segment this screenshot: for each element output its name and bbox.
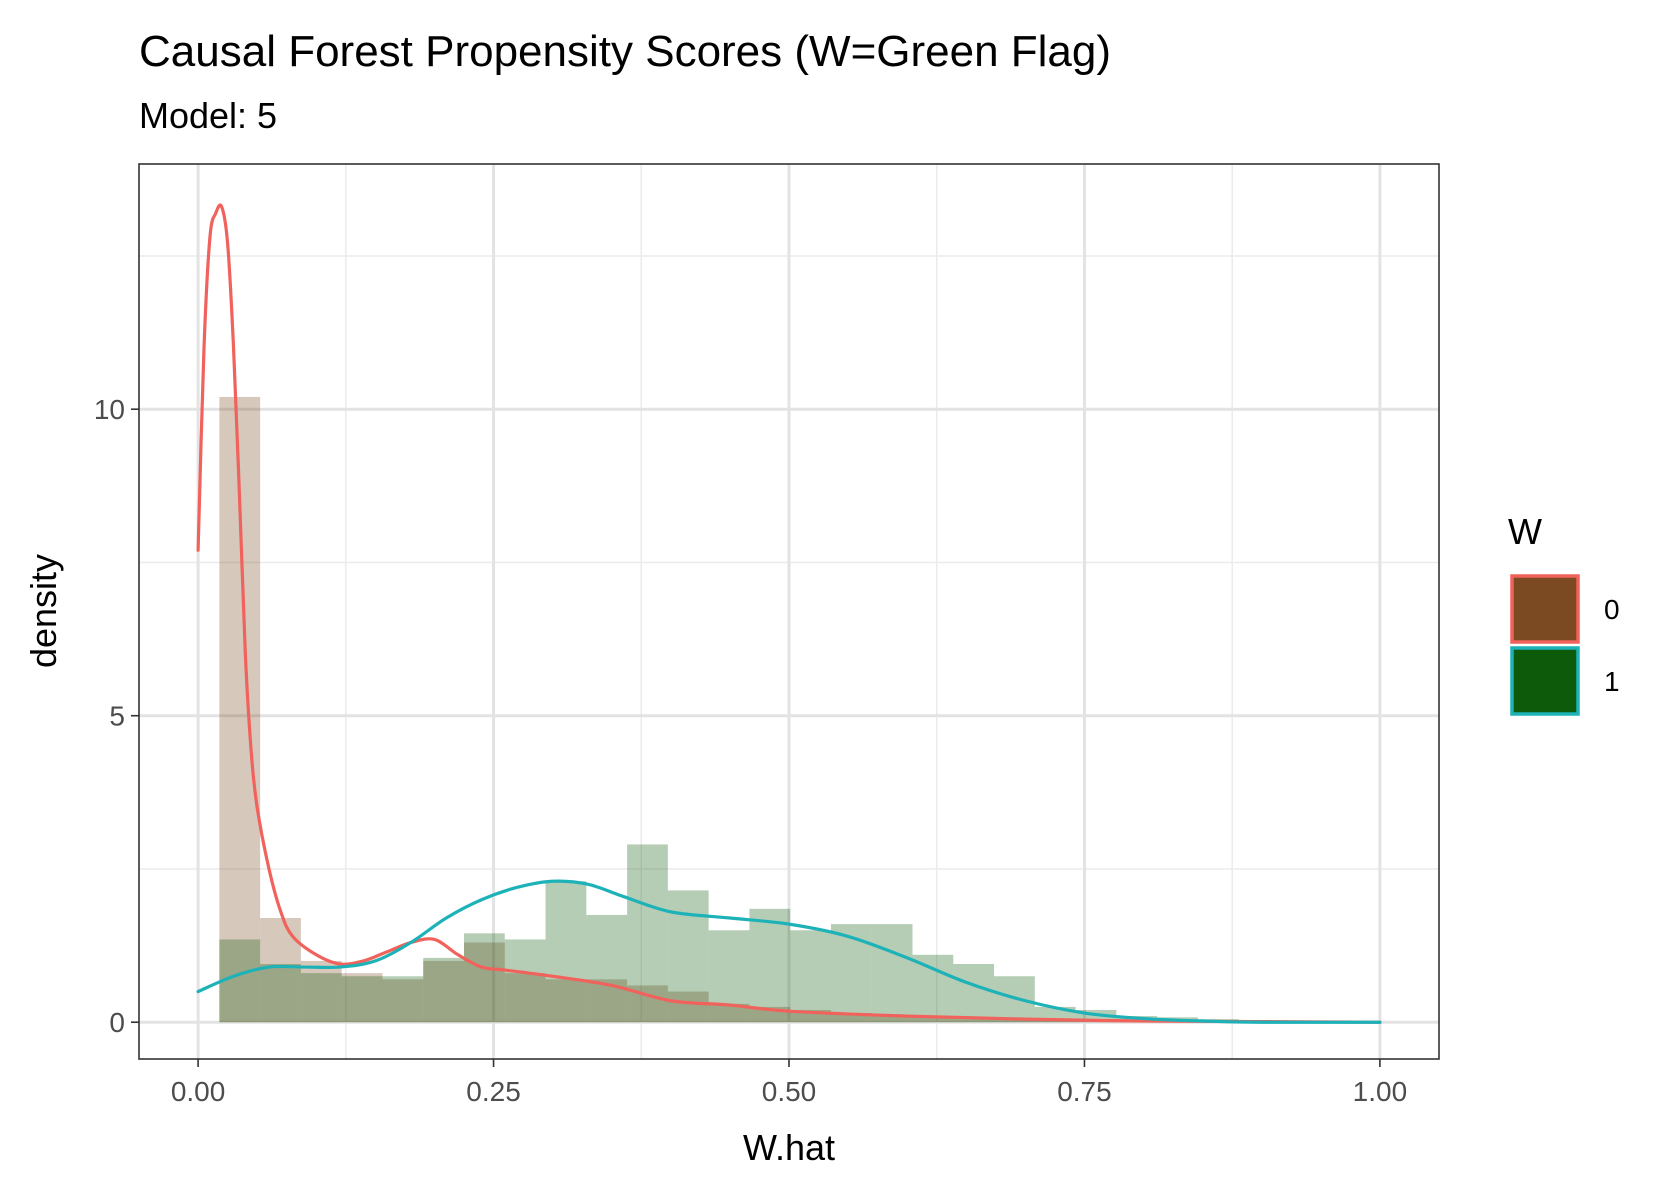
legend-key-0	[1510, 574, 1580, 644]
hist-bar-series-0	[300, 960, 342, 1023]
y-axis-title: density	[23, 554, 64, 668]
histogram-series-0	[219, 396, 1321, 1023]
hist-bar-series-0	[953, 1019, 995, 1023]
x-tick-label: 0.50	[762, 1076, 817, 1107]
hist-bar-series-1	[341, 976, 383, 1023]
x-axis-title: W.hat	[743, 1127, 835, 1168]
y-tick-label: 10	[94, 394, 125, 425]
hist-bar-series-1	[545, 881, 587, 1023]
hist-bar-series-1	[219, 939, 261, 1023]
hist-bar-series-0	[504, 973, 546, 1023]
hist-bar-series-0	[382, 979, 424, 1023]
hist-bar-series-0	[1034, 1020, 1076, 1023]
x-tick-label: 0.75	[1057, 1076, 1112, 1107]
hist-bar-series-0	[423, 960, 464, 1023]
hist-bar-series-0	[708, 1003, 750, 1023]
density-line-series-0	[196, 203, 1382, 1024]
hist-bar-series-0	[994, 1019, 1035, 1023]
hist-bar-series-1	[382, 976, 424, 1023]
hist-bar-series-1	[586, 914, 628, 1023]
hist-bar-series-1	[260, 963, 301, 1023]
chart-title: Causal Forest Propensity Scores (W=Green…	[139, 27, 1111, 76]
hist-bar-series-1	[871, 924, 913, 1023]
hist-bar-series-1	[504, 939, 546, 1023]
density-lines	[196, 203, 1382, 1024]
hist-bar-series-1	[464, 933, 505, 1023]
hist-bar-series-0	[667, 991, 709, 1023]
hist-bar-series-0	[830, 1013, 872, 1023]
chart-subtitle: Model: 5	[139, 95, 277, 136]
hist-bar-series-0	[545, 979, 587, 1023]
grid-major	[139, 164, 1439, 1059]
hist-bar-series-0	[871, 1016, 913, 1023]
x-tick-label: 1.00	[1353, 1076, 1408, 1107]
legend-key-1	[1510, 646, 1580, 716]
x-tick-label: 0.00	[171, 1076, 226, 1107]
hist-bar-series-0	[464, 942, 505, 1023]
legend-label-1: 1	[1604, 666, 1620, 697]
legend-title: W	[1508, 511, 1542, 552]
hist-bar-series-0	[912, 1017, 954, 1023]
y-tick-label: 5	[109, 701, 125, 732]
density-line-series-1	[196, 879, 1382, 1024]
hist-bar-series-1	[790, 930, 831, 1023]
x-axis: 0.00 0.25 0.50 0.75 1.00	[171, 1059, 1407, 1107]
histogram-series-1	[219, 844, 1361, 1023]
hist-bar-series-1	[300, 973, 342, 1023]
hist-bar-series-1	[708, 930, 750, 1023]
hist-bar-series-0	[341, 973, 383, 1023]
legend: W 0 1	[1508, 511, 1620, 716]
legend-label-0: 0	[1604, 594, 1620, 625]
x-tick-label: 0.25	[466, 1076, 521, 1107]
hist-bar-series-1	[423, 957, 464, 1023]
hist-bar-series-0	[260, 918, 301, 1023]
hist-bar-series-1	[912, 954, 954, 1023]
y-axis: 0 5 10	[94, 394, 139, 1038]
y-tick-label: 0	[109, 1007, 125, 1038]
hist-bar-series-1	[749, 908, 791, 1023]
hist-bar-series-1	[953, 963, 995, 1023]
